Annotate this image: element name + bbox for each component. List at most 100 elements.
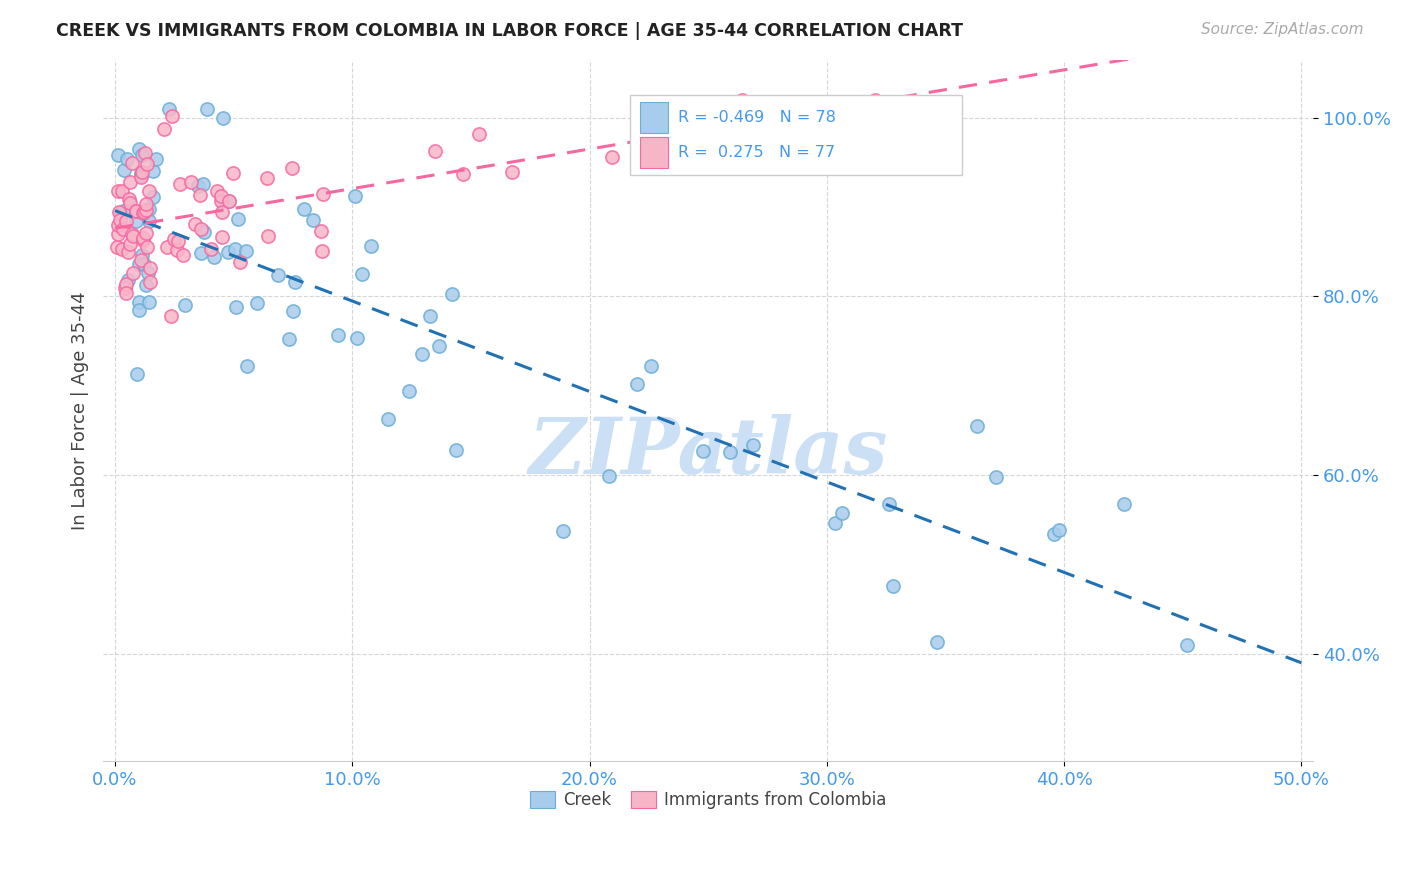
Point <box>117 273 139 287</box>
Point <box>138 214 160 228</box>
Point <box>966 419 988 434</box>
Point <box>160 109 183 123</box>
Point <box>350 267 373 281</box>
Point <box>118 192 141 206</box>
Point <box>246 295 269 310</box>
Point <box>129 166 152 180</box>
Point <box>1047 523 1070 537</box>
Point <box>157 103 180 117</box>
Point <box>118 196 141 211</box>
Point <box>131 170 153 185</box>
Point <box>127 368 149 382</box>
Point <box>128 295 150 310</box>
Point <box>166 243 188 257</box>
Point <box>501 165 523 179</box>
Point <box>121 155 143 169</box>
Point <box>312 186 335 201</box>
Point <box>191 177 214 191</box>
Point <box>256 171 278 186</box>
Point <box>117 245 139 260</box>
Point <box>163 232 186 246</box>
Point <box>659 117 682 131</box>
Point <box>138 202 160 217</box>
Point <box>131 233 153 247</box>
Point <box>131 168 153 182</box>
Point <box>292 202 315 217</box>
Point <box>138 295 160 310</box>
Point <box>125 214 148 228</box>
Point <box>114 281 136 295</box>
Point <box>640 359 662 374</box>
Point <box>626 377 648 392</box>
Point <box>111 222 134 236</box>
Point <box>131 165 153 179</box>
Point <box>110 207 132 221</box>
Point <box>190 245 212 260</box>
Point <box>111 242 134 256</box>
Point <box>1175 638 1198 652</box>
Point <box>156 240 179 254</box>
Point <box>136 266 159 280</box>
Point <box>311 244 333 259</box>
Point <box>986 470 1008 484</box>
Point <box>209 189 232 203</box>
Point <box>218 194 240 208</box>
Point <box>283 304 305 318</box>
Point <box>235 244 257 258</box>
Point <box>188 187 211 202</box>
Point <box>105 240 128 254</box>
Point <box>131 206 153 220</box>
Point <box>142 164 165 178</box>
Point <box>553 524 575 539</box>
Point <box>202 250 225 264</box>
Point <box>118 237 141 252</box>
Text: R = -0.469   N = 78: R = -0.469 N = 78 <box>678 110 835 125</box>
Point <box>107 205 129 219</box>
Point <box>236 359 259 374</box>
Point <box>121 227 143 242</box>
Point <box>132 205 155 219</box>
Point <box>225 300 247 314</box>
Point <box>718 445 741 459</box>
Point <box>326 328 349 343</box>
Point <box>224 242 246 256</box>
Bar <box>640 137 668 168</box>
Point <box>344 189 367 203</box>
Point <box>174 298 197 312</box>
Point <box>1114 497 1136 511</box>
Point <box>411 347 433 361</box>
Point <box>131 248 153 262</box>
Point <box>131 147 153 161</box>
Point <box>135 278 157 293</box>
Point <box>1043 527 1066 541</box>
Point <box>142 190 165 204</box>
Point <box>114 277 136 292</box>
Point <box>398 384 420 398</box>
Point <box>360 238 382 252</box>
Point <box>831 506 853 520</box>
Point <box>205 184 228 198</box>
Point <box>112 163 135 178</box>
Point <box>468 127 491 141</box>
Point <box>169 177 191 191</box>
Point <box>107 218 129 232</box>
Point <box>115 214 138 228</box>
Point <box>128 142 150 156</box>
Y-axis label: In Labor Force | Age 35-44: In Labor Force | Age 35-44 <box>72 291 89 530</box>
Point <box>641 159 664 173</box>
Point <box>200 242 222 256</box>
Point <box>346 331 368 345</box>
Point <box>451 167 474 181</box>
Point <box>692 444 714 458</box>
Point <box>419 309 441 323</box>
Text: CREEK VS IMMIGRANTS FROM COLOMBIA IN LABOR FORCE | AGE 35-44 CORRELATION CHART: CREEK VS IMMIGRANTS FROM COLOMBIA IN LAB… <box>56 22 963 40</box>
Point <box>278 333 301 347</box>
Point <box>132 230 155 244</box>
Point <box>824 516 846 531</box>
Point <box>125 203 148 218</box>
Point <box>217 245 239 260</box>
Point <box>134 257 156 271</box>
Point <box>301 213 323 227</box>
Point <box>877 497 900 511</box>
Point <box>138 184 160 198</box>
